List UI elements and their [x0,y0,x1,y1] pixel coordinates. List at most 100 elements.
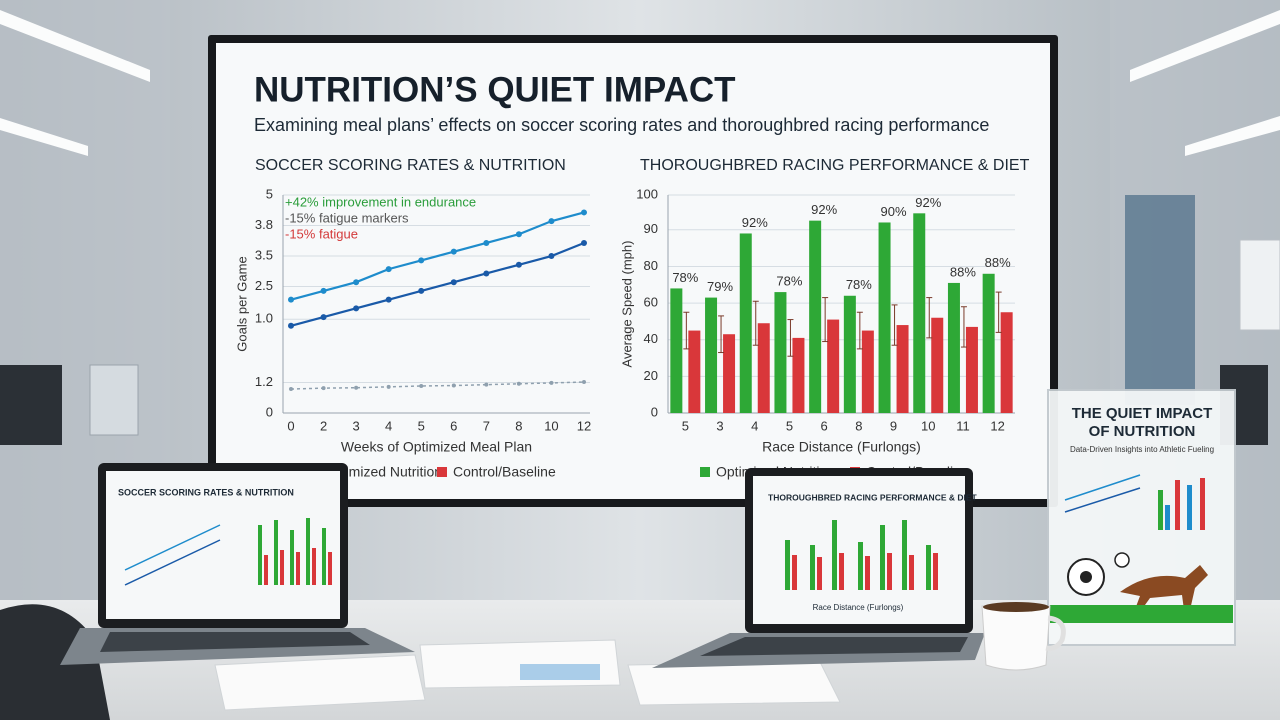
series-point [418,257,425,264]
laptop-bars [258,518,332,585]
screen [216,43,1050,499]
series-point [450,279,457,286]
laptop-title: THOROUGHBRED RACING PERFORMANCE & DIET [768,492,978,502]
series-line [290,241,585,327]
ceiling-light [1185,116,1280,156]
bar-annotation: 78% [672,270,698,285]
window [1125,195,1195,405]
screen-title: NUTRITION’S QUIET IMPACT [254,70,736,109]
legend-label: Optimized Nutrition [323,464,442,480]
bar [1000,312,1013,413]
bar [982,273,995,413]
y-tick-label: 100 [636,186,658,201]
bar [861,330,874,413]
x-tick-label: 3 [352,418,359,433]
bar-annotation: 88% [950,264,976,279]
series-point [353,279,360,286]
bar [774,292,787,413]
bar [827,319,840,413]
chart-title: THOROUGHBRED RACING PERFORMANCE & DIET [640,157,1030,174]
x-tick-label: 6 [450,418,457,433]
series-point [385,266,392,273]
bar-annotation: 92% [811,202,837,217]
bar [688,330,701,413]
series-point [320,314,327,321]
sign-band [1050,605,1233,623]
y-tick-label: 40 [644,331,658,346]
y-tick-label: 90 [644,221,658,236]
x-tick-label: 9 [890,418,897,433]
x-tick-label: 8 [515,418,522,433]
series-point [516,381,521,386]
desk-scene: SOCCER SCORING RATES & NUTRITION THOROUG… [0,389,1280,720]
y-tick-label: 20 [644,368,658,383]
x-tick-label: 4 [385,418,392,433]
bar [757,323,770,413]
bar [965,326,978,413]
series-point [515,261,522,268]
x-tick-label: 2 [320,418,327,433]
x-tick-label: 8 [855,418,862,433]
x-axis-label: Race Distance (Furlongs) [762,439,921,455]
series-point [515,231,522,238]
x-tick-label: 4 [751,418,758,433]
x-tick-label: 12 [577,418,591,433]
series-point [484,382,489,387]
bar [843,295,856,413]
coffee-cup [981,605,1051,671]
monitor [0,365,62,445]
x-tick-label: 5 [786,418,793,433]
x-tick-label: 5 [682,418,689,433]
chart-title: SOCCER SCORING RATES & NUTRITION [255,157,566,174]
series-point [548,253,555,260]
legend-label: Control/Baseline [453,464,556,480]
keyboard [100,632,370,652]
ceiling-light [0,118,88,156]
monitor [89,364,139,436]
bar-annotation: 78% [776,274,802,289]
laptop-title: SOCCER SCORING RATES & NUTRITION [118,487,294,497]
horse [1120,565,1208,612]
paper-chart [520,664,600,680]
series-point [320,287,327,294]
keyboard [700,637,968,656]
x-tick-label: 3 [716,418,723,433]
series-point [548,218,555,225]
soccer-ball-patch [1080,571,1092,583]
series-point [386,384,391,389]
legend-swatch [437,467,447,477]
ceiling-light [1130,10,1280,82]
series-point [451,383,456,388]
series-point [549,380,554,385]
paper [627,661,841,706]
x-tick-label: 10 [544,418,558,433]
x-tick-label: 12 [990,418,1004,433]
y-tick-label: 2.5 [255,278,273,293]
bar-annotation: 88% [985,255,1011,270]
series-point [289,387,293,392]
series-point [483,270,490,277]
paper [214,654,426,711]
x-axis-label: Weeks of Optimized Meal Plan [341,439,532,455]
cup-handle [1045,615,1066,651]
y-tick-label: 5 [266,186,273,201]
y-tick-label: 0 [266,404,273,419]
y-tick-label: 1.0 [255,311,273,326]
y-tick-label: 80 [644,258,658,273]
series-point [353,305,360,312]
x-tick-label: 0 [287,418,294,433]
x-tick-label: 7 [483,418,490,433]
series-point [581,239,587,246]
laptop-display [106,471,340,619]
series-point [321,386,326,391]
bar-annotation: 92% [915,195,941,210]
sign-bars [1158,478,1205,530]
soccer-ball [1114,552,1130,568]
y-tick-label: 60 [644,295,658,310]
annotation: -15% fatigue markers [285,210,409,225]
legend-swatch [700,467,710,477]
y-tick-label: 0 [651,404,658,419]
ceiling-light [0,10,150,82]
